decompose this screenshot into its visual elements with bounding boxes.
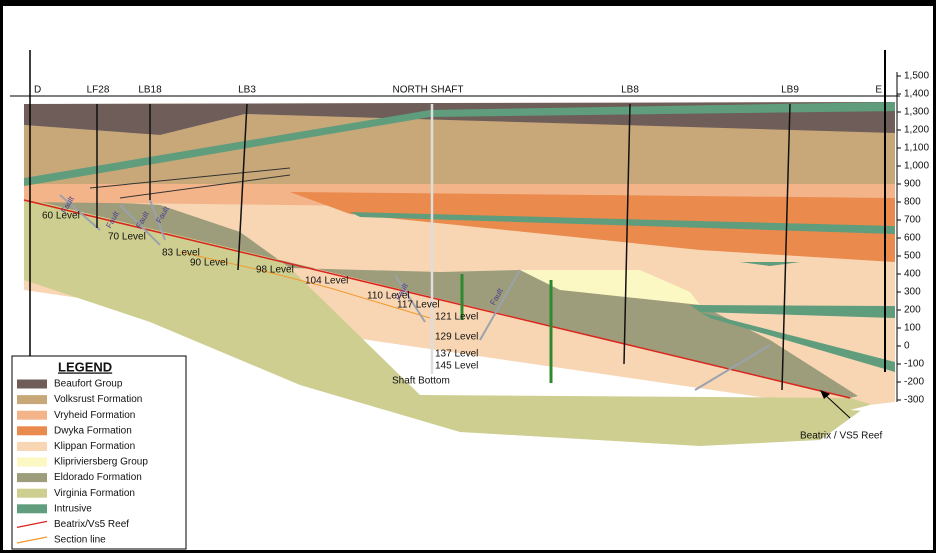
elevation-label: 800 [904,197,921,208]
borehole-label: LB8 [621,85,639,96]
elevation-label: 1,500 [904,71,929,82]
shaft-bottom: Shaft Bottom [392,376,450,387]
legend-label: Klippan Formation [54,441,135,452]
level-label: 121 Level [435,312,478,323]
legend-label: Dwyka Formation [54,425,132,436]
elevation-label: 100 [904,323,921,334]
legend-swatch [17,426,47,435]
borehole-label: LF28 [87,85,110,96]
legend-label: Vryheid Formation [54,410,135,421]
legend-swatch [17,380,47,389]
cross-section: Beatrix / VS5 Reef Shaft Bottom LEGEND B… [0,0,936,553]
elevation-label: 1,300 [904,107,929,118]
elevation-label: 500 [904,251,921,262]
legend-swatch [17,504,47,513]
level-label: 70 Level [108,232,146,243]
legend: LEGEND Beaufort Group Volksrust Formation… [12,356,186,549]
borehole-label: LB9 [781,85,799,96]
level-label: 104 Level [305,276,348,287]
level-label: 98 Level [256,265,294,276]
legend-swatch [17,473,47,482]
elevation-label: 1,100 [904,143,929,154]
legend-swatch [17,458,47,467]
elevation-label: 1,200 [904,125,929,136]
legend-swatch [17,395,47,404]
borehole-label: D [34,85,41,96]
level-label: 90 Level [190,258,228,269]
level-label: 145 Level [435,361,478,372]
level-label: 117 Level [397,300,440,311]
elevation-label: 300 [904,287,921,298]
level-label: 137 Level [435,349,478,360]
legend-label: Klipriviersberg Group [54,457,148,468]
elevation-label: -200 [904,377,924,388]
elevation-label: -300 [904,395,924,406]
elevation-label: 1,400 [904,89,929,100]
legend-label: Volksrust Formation [54,394,142,405]
elevation-label: 400 [904,269,921,280]
legend-label: Beaufort Group [54,379,123,390]
legend-swatch [17,489,47,498]
elevation-label: -100 [904,359,924,370]
elevation-label: 900 [904,179,921,190]
legend-label: Intrusive [54,503,92,514]
borehole-label: NORTH SHAFT [393,85,464,96]
borehole-label: LB18 [138,85,162,96]
legend-swatch [17,442,47,451]
legend-label: Virginia Formation [54,488,135,499]
elevation-label: 700 [904,215,921,226]
legend-label: Eldorado Formation [54,472,142,483]
elevation-label: 0 [904,341,910,352]
elevation-label: 600 [904,233,921,244]
elevation-label: 200 [904,305,921,316]
legend-swatch [17,411,47,420]
legend-label: Section line [54,535,106,546]
borehole-label: LB3 [238,85,256,96]
annotation: Beatrix / VS5 Reef [800,431,882,442]
top-bar [0,0,936,6]
elevation-label: 1,000 [904,161,929,172]
borehole-label: E [875,85,882,96]
legend-title: LEGEND [58,359,112,374]
legend-label: Beatrix/Vs5 Reef [54,519,129,530]
level-label: 129 Level [435,332,478,343]
